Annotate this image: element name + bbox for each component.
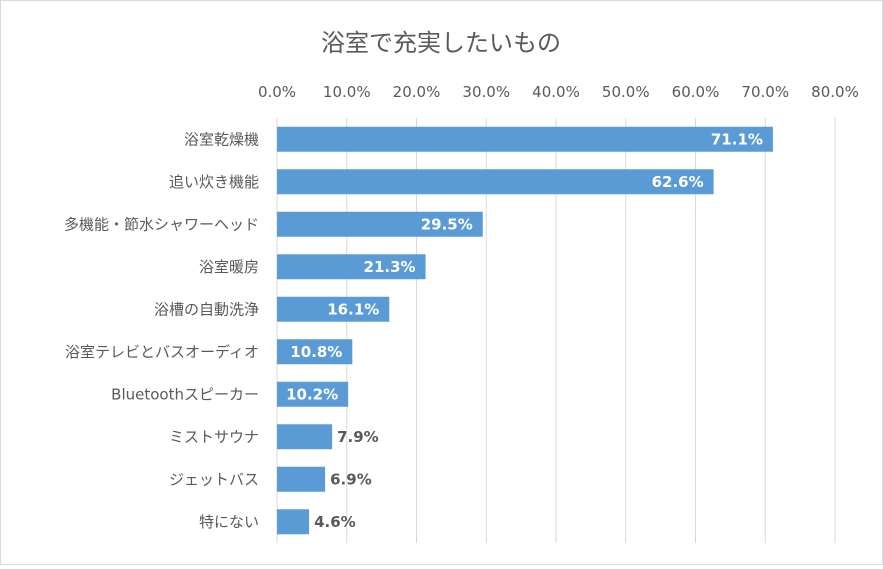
x-tick-label: 40.0% — [532, 83, 580, 101]
data-label: 6.9% — [330, 470, 372, 488]
x-tick-label: 30.0% — [462, 83, 510, 101]
data-label: 71.1% — [711, 130, 763, 148]
bar — [277, 424, 333, 450]
data-label: 21.3% — [364, 258, 416, 276]
x-tick-label: 60.0% — [672, 83, 720, 101]
bar — [277, 126, 773, 152]
category-label: 浴室乾燥機 — [184, 130, 259, 148]
data-label: 7.9% — [337, 428, 379, 446]
category-label: Bluetoothスピーカー — [111, 385, 259, 403]
data-label: 16.1% — [327, 300, 379, 318]
x-axis-ticks: 0.0% 10.0% 20.0% 30.0% 40.0% 50.0% 60.0% 70.0% 8… — [258, 83, 859, 101]
bar — [277, 381, 349, 407]
data-label: 62.6% — [652, 173, 704, 191]
x-tick-label: 0.0% — [258, 83, 296, 101]
category-label: 特にない — [199, 513, 259, 531]
bar — [277, 254, 426, 280]
category-label: 浴室暖房 — [199, 258, 259, 276]
data-label: 29.5% — [421, 215, 473, 233]
data-label: 4.6% — [314, 513, 356, 531]
bar — [277, 296, 390, 322]
category-label: 浴室テレビとバスオーディオ — [65, 343, 259, 361]
x-tick-label: 70.0% — [741, 83, 789, 101]
bars — [277, 126, 773, 535]
bar — [277, 169, 714, 195]
data-label: 10.2% — [286, 385, 338, 403]
bar — [277, 466, 326, 492]
category-label: 浴槽の自動洗浄 — [154, 300, 259, 318]
category-label: 追い炊き機能 — [169, 173, 259, 191]
data-label: 10.8% — [290, 343, 342, 361]
category-label: 多機能・節水シャワーヘッド — [64, 215, 259, 233]
x-tick-label: 20.0% — [393, 83, 441, 101]
x-tick-label: 50.0% — [602, 83, 650, 101]
category-label: ジェットバス — [169, 470, 259, 488]
x-tick-label: 10.0% — [323, 83, 371, 101]
data-labels: 71.1% 62.6% 29.5% 21.3% 16.1% 10.8% 10.2% 7.9% 6… — [286, 130, 763, 531]
chart-title: 浴室で充実したいもの — [321, 29, 561, 57]
category-labels: 浴室乾燥機追い炊き機能多機能・節水シャワーヘッド浴室暖房浴槽の自動洗浄浴室テレビ… — [64, 130, 259, 531]
category-label: ミストサウナ — [169, 428, 259, 446]
x-tick-label: 80.0% — [811, 83, 859, 101]
bar — [277, 339, 353, 365]
bar — [277, 509, 310, 535]
bar — [277, 211, 483, 237]
